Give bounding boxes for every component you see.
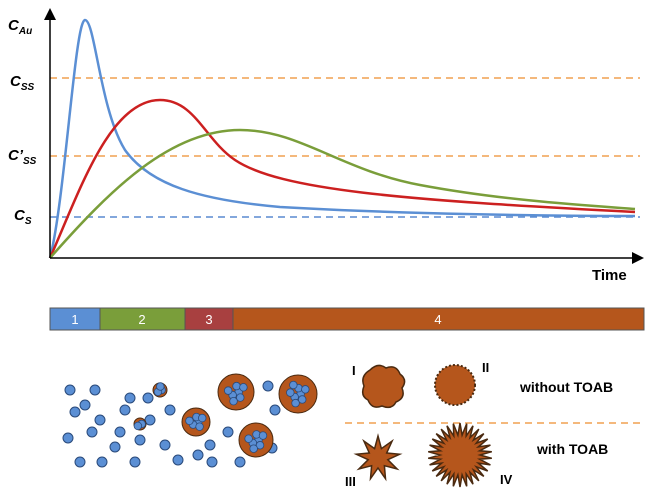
shape-label: IV <box>500 472 513 487</box>
cluster-particle <box>198 414 206 422</box>
label-sub: S <box>25 216 32 227</box>
particle <box>235 457 245 467</box>
label-sub: Au <box>18 26 32 37</box>
particle <box>145 415 155 425</box>
cluster-particle <box>134 422 142 430</box>
particle <box>97 457 107 467</box>
red-curve <box>50 100 635 258</box>
particle <box>165 405 175 415</box>
stage-label: 1 <box>71 312 78 327</box>
particle <box>270 405 280 415</box>
condition-label: without TOAB <box>519 379 613 395</box>
cluster-particle <box>224 387 232 395</box>
particle <box>80 400 90 410</box>
y-axis-label: CAu <box>8 17 32 37</box>
shape-star <box>356 436 399 479</box>
shape-sphere <box>435 365 475 405</box>
green-curve <box>50 130 635 258</box>
cluster-particle <box>290 381 298 389</box>
particle <box>120 405 130 415</box>
particle <box>135 435 145 445</box>
cluster-particle <box>196 423 204 431</box>
shape-label: II <box>482 360 489 375</box>
shape-cloud <box>363 365 405 407</box>
particle <box>173 455 183 465</box>
particle <box>223 427 233 437</box>
particle <box>90 385 100 395</box>
particle <box>125 393 135 403</box>
blue-curve <box>50 20 635 258</box>
particle <box>65 385 75 395</box>
particle <box>95 415 105 425</box>
x-axis-label: Time <box>592 267 627 284</box>
particle <box>130 457 140 467</box>
particle <box>263 381 273 391</box>
stage-label: 4 <box>434 312 441 327</box>
cluster-particle <box>240 383 248 391</box>
particle <box>207 457 217 467</box>
cluster-particle <box>302 386 310 394</box>
cluster-particle <box>233 382 241 390</box>
label-sub: SS <box>21 82 35 93</box>
particle <box>160 440 170 450</box>
shape-label: I <box>352 363 356 378</box>
cluster-particle <box>157 383 165 391</box>
stage-label: 3 <box>205 312 212 327</box>
label-main: C’ <box>8 147 24 164</box>
cluster-particle <box>186 417 194 425</box>
particle <box>205 440 215 450</box>
level-label: C’SS <box>8 147 37 167</box>
particle <box>75 457 85 467</box>
particle <box>115 427 125 437</box>
particle <box>63 433 73 443</box>
particle <box>70 407 80 417</box>
particle <box>143 393 153 403</box>
label-sub: SS <box>23 156 37 167</box>
particle <box>110 442 120 452</box>
shape-label: III <box>345 474 356 488</box>
particle <box>193 450 203 460</box>
cluster-particle <box>286 389 294 397</box>
stage-label: 2 <box>138 312 145 327</box>
cluster-particle <box>245 435 253 443</box>
level-label: CS <box>14 207 32 227</box>
cluster-particle <box>292 399 300 407</box>
shape-spiky <box>428 423 492 487</box>
cluster-particle <box>259 432 267 440</box>
figure: CAu CSS C’SS CS Time 1 2 3 4 I II III IV… <box>0 0 645 488</box>
cluster-particle <box>250 445 258 453</box>
spiky-shapes <box>356 423 492 487</box>
level-label: CSS <box>10 73 35 93</box>
cluster-particle <box>230 397 238 405</box>
particles <box>63 374 317 467</box>
particle <box>87 427 97 437</box>
condition-label: with TOAB <box>536 441 608 457</box>
